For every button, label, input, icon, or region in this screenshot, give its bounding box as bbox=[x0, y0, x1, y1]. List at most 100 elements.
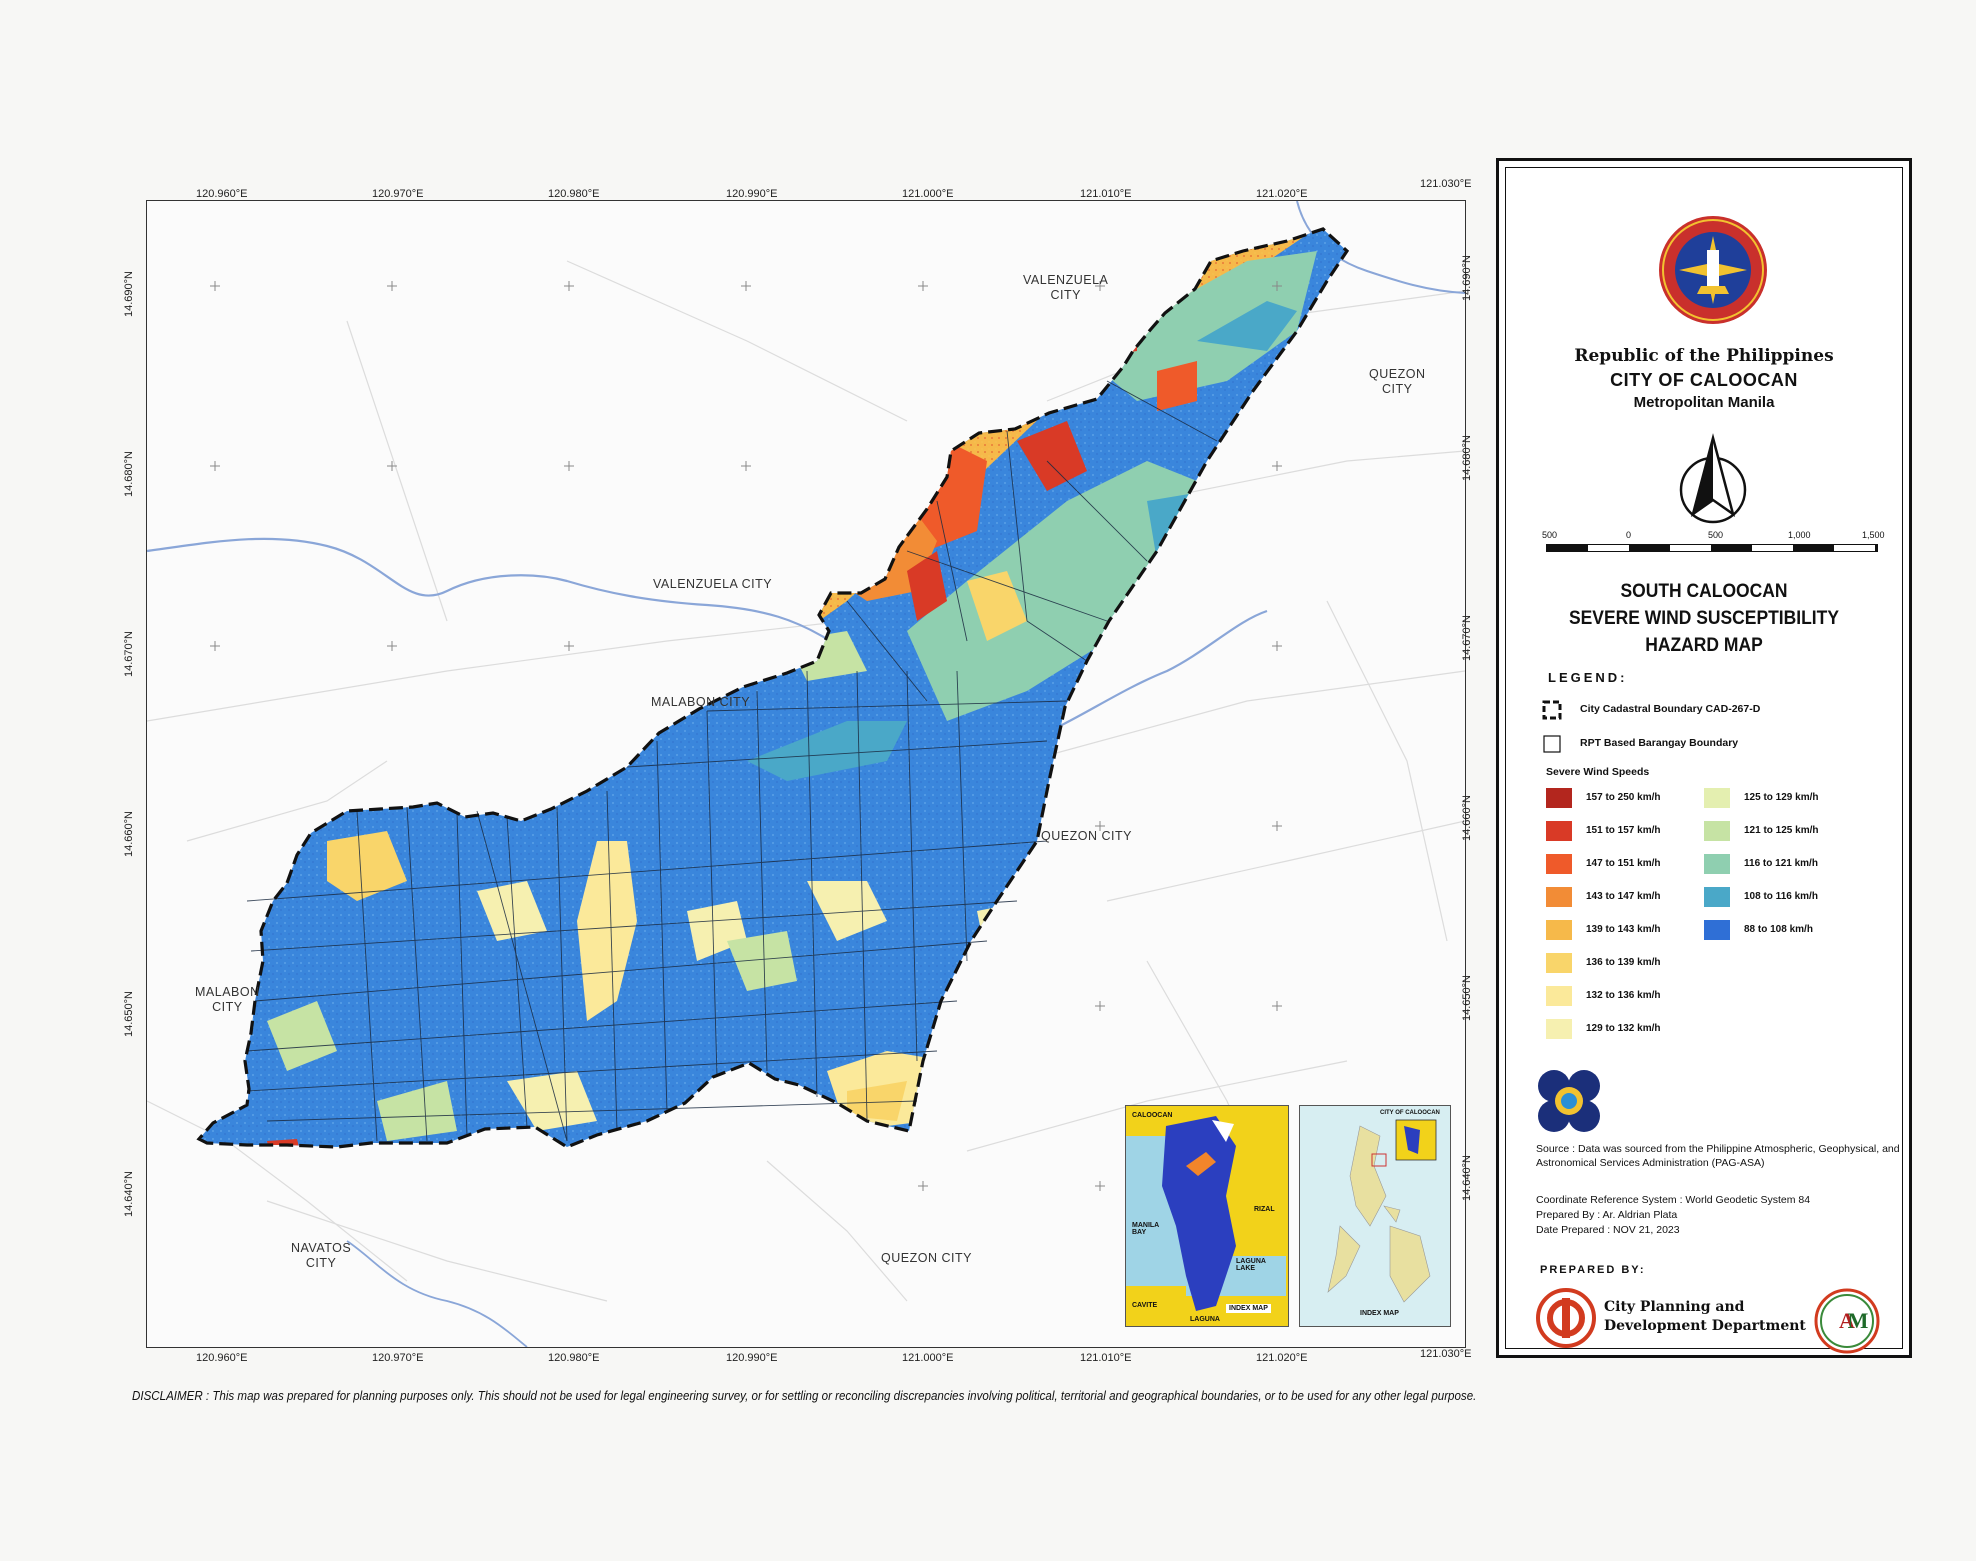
lon-label-bottom: 120.970°E bbox=[372, 1352, 424, 1364]
inset-label-index-map-2: INDEX MAP bbox=[1360, 1310, 1399, 1317]
wind-legend-swatch bbox=[1704, 821, 1730, 841]
lon-label-top: 120.970°E bbox=[372, 188, 424, 200]
river bbox=[147, 537, 1268, 775]
inset-label-laguna-lake: LAGUNA LAKE bbox=[1236, 1258, 1266, 1272]
inset-label-caloocan: CALOOCAN bbox=[1132, 1112, 1173, 1119]
pagasa-logo-icon bbox=[1538, 1070, 1600, 1132]
label-quezon-south: QUEZON CITY bbox=[881, 1251, 972, 1265]
label-quezon-mid: QUEZON CITY bbox=[1041, 829, 1132, 843]
lon-label-bottom: 121.030°E bbox=[1420, 1348, 1472, 1360]
lat-label-left: 14.690°N bbox=[123, 271, 135, 317]
wind-legend-label: 116 to 121 km/h bbox=[1744, 858, 1818, 869]
prepared-by-heading: PREPARED BY: bbox=[1540, 1264, 1646, 1276]
wind-legend-swatch bbox=[1546, 920, 1572, 940]
wind-legend-label: 129 to 132 km/h bbox=[1586, 1023, 1661, 1034]
wind-legend-swatch bbox=[1704, 887, 1730, 907]
lat-label-left: 14.670°N bbox=[123, 631, 135, 677]
scale-label: 500 bbox=[1708, 530, 1724, 540]
wind-legend-swatch bbox=[1546, 788, 1572, 808]
wind-speeds-title: Severe Wind Speeds bbox=[1546, 766, 1650, 778]
wind-legend-label: 151 to 157 km/h bbox=[1586, 825, 1661, 836]
wind-legend-swatch bbox=[1546, 986, 1572, 1006]
map-title-line: HAZARD MAP bbox=[1645, 635, 1763, 656]
wind-legend-label: 147 to 151 km/h bbox=[1586, 858, 1661, 869]
lat-label-right: 14.680°N bbox=[1461, 435, 1473, 481]
crs-info: Coordinate Reference System : World Geod… bbox=[1536, 1194, 1811, 1206]
map-frame[interactable]: VALENZUELA CITY VALENZUELA CITY MALABON … bbox=[146, 200, 1466, 1348]
north-arrow-icon bbox=[1679, 433, 1747, 524]
data-source: Source : Data was sourced from the Phili… bbox=[1536, 1143, 1900, 1169]
wind-legend-label: 125 to 129 km/h bbox=[1744, 792, 1819, 803]
dashed-boundary-icon bbox=[1542, 700, 1562, 720]
wind-legend-label: 88 to 108 km/h bbox=[1744, 924, 1813, 935]
lon-label-bottom: 120.980°E bbox=[548, 1352, 600, 1364]
svg-text:M: M bbox=[1848, 1308, 1869, 1333]
label-navotas: NAVATOS CITY bbox=[291, 1241, 352, 1270]
prepared-by-info: Prepared By : Ar. Aldrian Plata bbox=[1536, 1209, 1678, 1221]
lat-label-left: 14.680°N bbox=[123, 451, 135, 497]
scale-bar: 500 0 500 1,000 1,500 bbox=[1542, 530, 1885, 564]
city-boundary bbox=[196, 227, 1350, 1149]
wind-legend-swatch bbox=[1546, 1019, 1572, 1039]
header-region: Metropolitan Manila bbox=[1633, 394, 1775, 411]
index-map-metro-inset[interactable]: CALOOCAN MANILA BAY RIZAL LAGUNA LAKE CA… bbox=[1125, 1105, 1289, 1327]
legend-city-boundary-label: City Cadastral Boundary CAD-267-D bbox=[1580, 703, 1761, 715]
lon-label-top: 121.030°E bbox=[1420, 178, 1472, 190]
map-title: SOUTH CALOOCAN SEVERE WIND SUSCEPTIBILIT… bbox=[1522, 578, 1886, 659]
legend-barangay-boundary-label: RPT Based Barangay Boundary bbox=[1580, 737, 1739, 749]
lon-label-bottom: 120.960°E bbox=[196, 1352, 248, 1364]
lat-label-left: 14.640°N bbox=[123, 1171, 135, 1217]
label-malabon-west: MALABON CITY bbox=[195, 985, 260, 1014]
lat-label-left: 14.660°N bbox=[123, 811, 135, 857]
inset-label-index-map: INDEX MAP bbox=[1226, 1304, 1271, 1313]
lon-label-bottom: 120.990°E bbox=[726, 1352, 778, 1364]
inset-label-manila-bay: MANILA BAY bbox=[1132, 1222, 1160, 1236]
scale-label: 1,500 bbox=[1862, 530, 1885, 540]
cpdo-name: City Planning and Development Department bbox=[1604, 1299, 1806, 1334]
map-title-line: SEVERE WIND SUSCEPTIBILITY bbox=[1568, 608, 1839, 629]
wind-legend-label: 108 to 116 km/h bbox=[1744, 891, 1818, 902]
scale-bar-graphic bbox=[1546, 544, 1878, 552]
inset-label-laguna: LAGUNA bbox=[1190, 1316, 1220, 1323]
lat-label-left: 14.650°N bbox=[123, 991, 135, 1037]
lat-label-right: 14.660°N bbox=[1461, 795, 1473, 841]
barangay-boundaries bbox=[246, 380, 1218, 1142]
wind-legend-swatch bbox=[1546, 821, 1572, 841]
wind-legend-label: 132 to 136 km/h bbox=[1586, 990, 1661, 1001]
lon-label-top: 120.980°E bbox=[548, 188, 600, 200]
wind-legend-label: 157 to 250 km/h bbox=[1586, 792, 1661, 803]
lon-label-top: 121.000°E bbox=[902, 188, 954, 200]
lat-label-right: 14.670°N bbox=[1461, 615, 1473, 661]
wind-legend-swatch bbox=[1546, 887, 1572, 907]
index-map-metro-graphic bbox=[1126, 1116, 1286, 1311]
label-malabon: MALABON CITY bbox=[651, 695, 751, 709]
river-south bbox=[346, 1240, 528, 1347]
index-map-philippines-inset[interactable]: CITY OF CALOOCAN INDEX MAP bbox=[1299, 1105, 1451, 1327]
inset-label-cavite: CAVITE bbox=[1132, 1302, 1158, 1309]
lon-label-bottom: 121.020°E bbox=[1256, 1352, 1308, 1364]
date-prepared: Date Prepared : NOV 21, 2023 bbox=[1536, 1224, 1680, 1236]
inset-label-city-of-caloocan: CITY OF CALOOCAN bbox=[1380, 1110, 1440, 1116]
wind-legend-label: 143 to 147 km/h bbox=[1586, 891, 1661, 902]
lon-label-top: 120.990°E bbox=[726, 188, 778, 200]
scale-label: 500 bbox=[1542, 530, 1558, 540]
legend-panel: Republic of the Philippines CITY OF CALO… bbox=[1496, 158, 1912, 1358]
river-north bbox=[1296, 201, 1465, 294]
lat-label-right: 14.650°N bbox=[1461, 975, 1473, 1021]
header-country: Republic of the Philippines bbox=[1574, 346, 1834, 366]
lon-label-top: 121.010°E bbox=[1080, 188, 1132, 200]
am-logo-icon: A M bbox=[1814, 1288, 1880, 1354]
wind-legend-swatch bbox=[1704, 788, 1730, 808]
wind-legend-label: 139 to 143 km/h bbox=[1586, 924, 1661, 935]
index-map-philippines-graphic bbox=[1327, 1119, 1437, 1303]
inset-label-rizal: RIZAL bbox=[1254, 1206, 1275, 1213]
lon-label-bottom: 121.000°E bbox=[902, 1352, 954, 1364]
graticule bbox=[210, 281, 1282, 1191]
wind-legend-label: 121 to 125 km/h bbox=[1744, 825, 1819, 836]
wind-legend-swatch bbox=[1704, 854, 1730, 874]
wind-legend-swatch bbox=[1546, 854, 1572, 874]
label-quezon-ne: QUEZON CITY bbox=[1369, 367, 1426, 396]
wind-legend-swatch bbox=[1704, 920, 1730, 940]
map-title-line: SOUTH CALOOCAN bbox=[1620, 581, 1788, 602]
label-valenzuela-north: VALENZUELA CITY bbox=[1023, 273, 1109, 302]
